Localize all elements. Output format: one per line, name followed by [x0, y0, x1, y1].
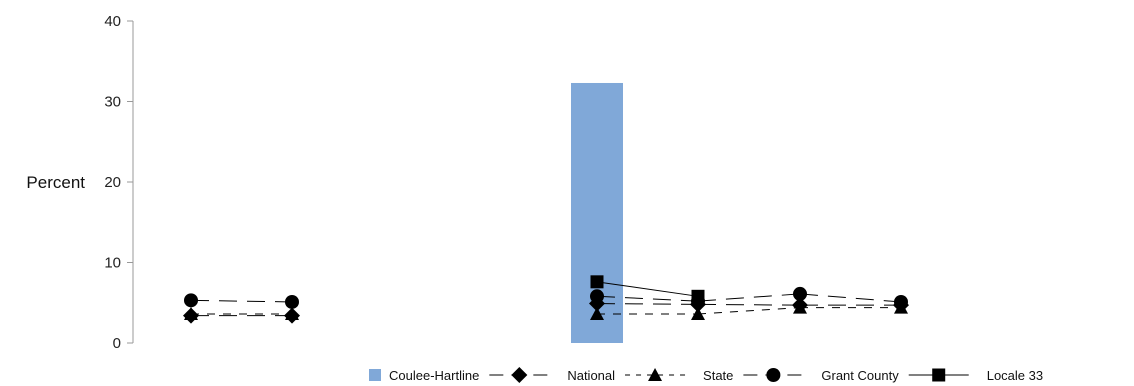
legend-label-national: National	[567, 368, 615, 383]
point-state	[691, 307, 705, 321]
legend-label-locale-33: Locale 33	[987, 368, 1043, 383]
point-grant-county	[184, 293, 198, 308]
legend-label-state: State	[703, 368, 733, 383]
line-state	[697, 307, 801, 315]
legend-marker-locale-33	[932, 368, 946, 382]
legend-label-coulee-hartline: Coulee-Hartline	[389, 368, 479, 383]
y-axis-label: Percent	[26, 173, 85, 192]
y-tick-label: 20	[104, 174, 121, 191]
line-grant-county	[190, 299, 293, 303]
line-locale-33	[596, 281, 699, 297]
legend-marker-national	[511, 367, 528, 383]
legend-label-grant-county: Grant County	[821, 368, 899, 383]
plot-area	[183, 82, 909, 344]
point-state	[590, 307, 604, 321]
legend-marker-state	[648, 368, 663, 381]
line-national	[697, 303, 801, 306]
point-state	[184, 307, 198, 321]
y-tick-label: 30	[104, 94, 121, 111]
line-grant-county	[697, 293, 801, 302]
point-state	[793, 300, 807, 314]
point-state	[285, 307, 299, 321]
legend-marker-grant-county	[766, 368, 781, 382]
line-grant-county	[799, 293, 902, 303]
line-grant-county	[596, 295, 699, 302]
point-grant-county	[793, 286, 807, 301]
point-locale-33	[691, 289, 705, 303]
point-grant-county	[285, 294, 299, 309]
point-grant-county	[590, 289, 604, 304]
line-national	[596, 303, 699, 305]
y-axis: 0 10 20 30 40 Percent	[26, 13, 134, 352]
legend-swatch-coulee-hartline	[369, 369, 381, 381]
legend: Coulee-Hartline National State Grant County…	[369, 367, 1043, 383]
y-tick-label: 0	[113, 335, 121, 352]
point-grant-county	[894, 294, 908, 309]
point-locale-33	[590, 275, 604, 289]
y-tick-label: 10	[104, 255, 121, 272]
y-tick-label: 40	[104, 13, 121, 30]
